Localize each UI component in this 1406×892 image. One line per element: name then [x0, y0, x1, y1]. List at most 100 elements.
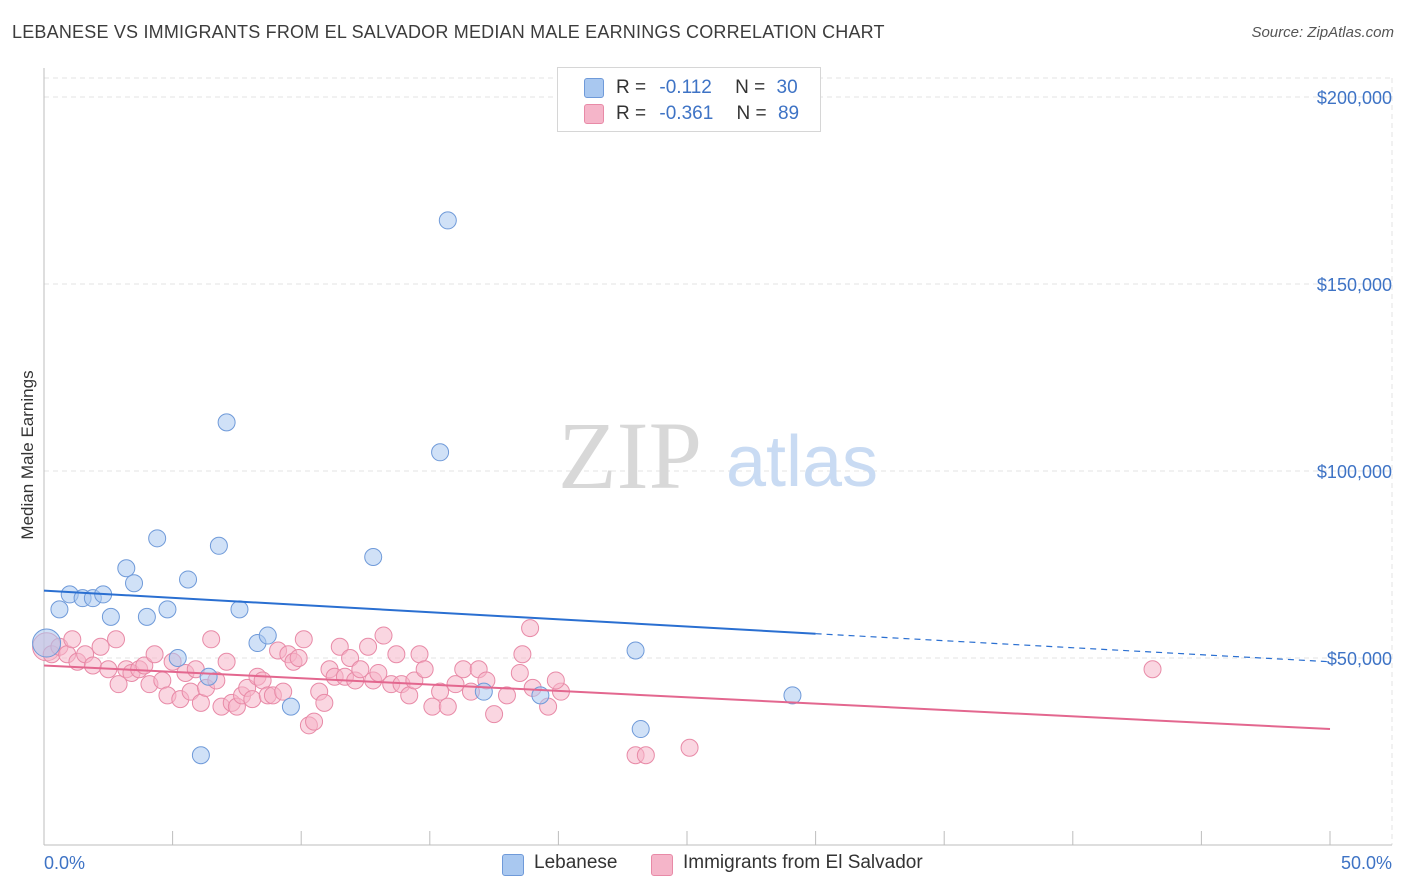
legend-n-value: 30 [776, 77, 798, 98]
axes [43, 68, 1392, 846]
y-tick-label: $100,000 [1317, 462, 1392, 482]
legend-n-label: N = [736, 103, 767, 124]
data-point-el-salvador [202, 630, 221, 649]
watermark-atlas: atlas [726, 422, 878, 502]
data-point-lebanese [431, 443, 450, 462]
data-point-lebanese [438, 211, 457, 230]
legend-swatch-blue [502, 854, 524, 876]
data-point-el-salvador [431, 682, 450, 701]
data-point-lebanese [209, 536, 228, 555]
y-tick-label: $50,000 [1327, 649, 1392, 669]
data-point-el-salvador [351, 660, 370, 679]
chart-title: LEBANESE VS IMMIGRANTS FROM EL SALVADOR … [12, 22, 885, 42]
source-credit: Source: ZipAtlas.com [1251, 24, 1394, 41]
data-point-el-salvador [109, 675, 128, 694]
data-point-lebanese [137, 607, 156, 626]
data-point-el-salvador [454, 660, 473, 679]
data-point-lebanese [281, 697, 300, 716]
data-point-el-salvador [107, 630, 126, 649]
data-point-lebanese [258, 626, 277, 645]
data-point-el-salvador [91, 637, 110, 656]
data-point-el-salvador [83, 656, 102, 675]
data-point-el-salvador [341, 649, 360, 667]
data-point-el-salvador [521, 619, 540, 638]
data-point-lebanese [125, 574, 144, 593]
series-immigrants-el-salvador [32, 619, 1162, 765]
data-point-el-salvador [497, 686, 516, 705]
data-point-el-salvador [410, 645, 429, 664]
data-point-lebanese [168, 649, 187, 667]
data-point-lebanese [101, 607, 120, 626]
trend-line-lebanese [43, 589, 816, 635]
y-tick-label: $200,000 [1317, 88, 1392, 108]
data-point-el-salvador [510, 663, 529, 682]
y-tick-label: $150,000 [1317, 275, 1392, 295]
legend-swatch-pink [651, 854, 673, 876]
series-lebanese [32, 211, 802, 765]
x-tick-label: 50.0% [1341, 853, 1392, 873]
data-point-el-salvador [253, 671, 272, 690]
data-point-el-salvador [145, 645, 164, 664]
data-point-lebanese [148, 529, 167, 548]
data-point-lebanese [199, 667, 218, 686]
trend-lines [43, 589, 1331, 731]
data-point-el-salvador [243, 690, 262, 709]
data-point-el-salvador [305, 712, 324, 731]
data-point-el-salvador [485, 705, 504, 724]
gridlines [44, 77, 1393, 845]
data-point-lebanese [474, 682, 493, 701]
tick-labels: $50,000 $100,000 $150,000 $200,000 0.0% 50.0% [44, 88, 1392, 873]
data-point-lebanese [179, 570, 198, 589]
legend-label-lebanese: Lebanese [534, 852, 618, 873]
legend-n-label: N = [735, 77, 766, 98]
data-point-lebanese [364, 548, 383, 567]
data-point-el-salvador [423, 697, 442, 716]
data-point-el-salvador [400, 686, 419, 705]
data-point-el-salvador [374, 626, 393, 645]
series-legend: Lebanese Immigrants from El Salvador [0, 852, 1406, 878]
trend-line-lebanese-extension [815, 633, 1331, 663]
data-point-el-salvador [513, 645, 532, 664]
watermark-zip: ZIP [558, 402, 702, 509]
data-point-el-salvador [680, 738, 699, 757]
legend-label-el-salvador: Immigrants from El Salvador [683, 852, 923, 873]
data-point-lebanese [32, 628, 62, 658]
data-point-el-salvador [415, 660, 434, 679]
data-point-el-salvador [153, 671, 172, 690]
data-point-el-salvador [217, 652, 236, 671]
legend-swatch-pink [584, 104, 604, 124]
legend-r-label: R = [616, 103, 647, 124]
stats-legend: R = -0.112 N = 30 R = -0.361 N = 89 [557, 67, 821, 132]
data-point-el-salvador [636, 746, 655, 765]
data-point-lebanese [117, 559, 136, 578]
data-point-el-salvador [359, 637, 378, 656]
legend-r-value: -0.361 [659, 103, 714, 124]
data-point-lebanese [631, 720, 650, 739]
data-point-el-salvador [438, 697, 457, 716]
data-point-el-salvador [294, 630, 313, 649]
data-point-lebanese [783, 686, 802, 705]
trend-line-el-salvador [43, 664, 1331, 731]
data-point-el-salvador [315, 693, 334, 712]
legend-n-value: 89 [777, 103, 800, 124]
data-point-el-salvador [1143, 660, 1162, 679]
data-point-lebanese [191, 746, 210, 765]
data-point-lebanese [158, 600, 177, 619]
data-point-el-salvador [191, 693, 210, 712]
data-point-lebanese [230, 600, 249, 619]
data-point-lebanese [626, 641, 645, 660]
legend-r-value: -0.112 [659, 77, 712, 98]
data-point-el-salvador [546, 671, 565, 690]
legend-r-label: R = [616, 77, 647, 98]
data-point-lebanese [217, 413, 236, 432]
data-point-el-salvador [330, 637, 349, 656]
x-tick-label: 0.0% [44, 853, 85, 873]
data-point-el-salvador [446, 675, 465, 694]
data-point-el-salvador [289, 649, 308, 667]
data-point-el-salvador [387, 645, 406, 664]
data-point-el-salvador [63, 630, 82, 649]
data-point-el-salvador [274, 682, 293, 701]
legend-swatch-blue [584, 78, 604, 98]
data-point-lebanese [50, 600, 69, 619]
